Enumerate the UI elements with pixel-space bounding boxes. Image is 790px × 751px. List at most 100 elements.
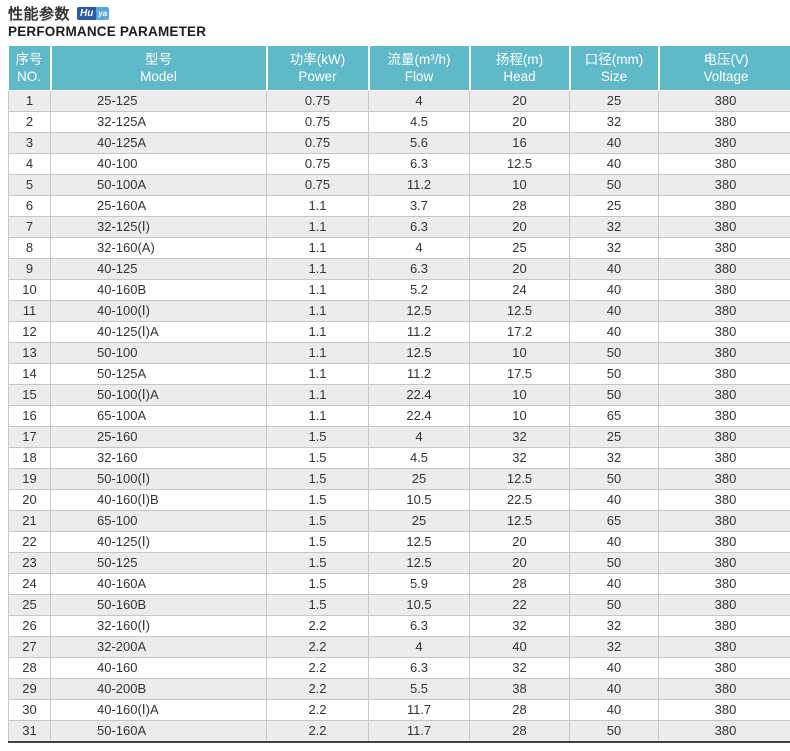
cell-flow: 11.2 [369,175,470,196]
cell-size: 40 [570,574,659,595]
cell-no: 11 [9,301,51,322]
cell-model: 32-160 [51,448,267,469]
cell-no: 4 [9,154,51,175]
cell-power: 1.1 [267,280,369,301]
cell-size: 25 [570,196,659,217]
cell-size: 50 [570,553,659,574]
cell-power: 1.1 [267,406,369,427]
cell-head: 32 [470,427,570,448]
cell-flow: 10.5 [369,490,470,511]
cell-head: 32 [470,658,570,679]
cell-head: 28 [470,574,570,595]
cell-flow: 12.5 [369,343,470,364]
cell-power: 0.75 [267,112,369,133]
cell-model: 40-100 [51,154,267,175]
cell-head: 20 [470,217,570,238]
cell-size: 40 [570,700,659,721]
page-title-en: PERFORMANCE PARAMETER [8,24,782,39]
cell-flow: 4 [369,238,470,259]
cell-voltage: 380 [659,364,790,385]
cell-no: 21 [9,511,51,532]
column-header-power: 功率(kW)Power [267,46,369,91]
cell-no: 29 [9,679,51,700]
cell-size: 50 [570,469,659,490]
cell-flow: 6.3 [369,217,470,238]
cell-no: 31 [9,721,51,743]
cell-voltage: 380 [659,658,790,679]
cell-no: 17 [9,427,51,448]
cell-voltage: 380 [659,637,790,658]
cell-flow: 11.7 [369,700,470,721]
cell-size: 40 [570,532,659,553]
cell-no: 13 [9,343,51,364]
cell-voltage: 380 [659,469,790,490]
cell-voltage: 380 [659,280,790,301]
cell-flow: 6.3 [369,616,470,637]
cell-model: 25-160 [51,427,267,448]
cell-size: 25 [570,427,659,448]
cell-head: 25 [470,238,570,259]
cell-head: 20 [470,532,570,553]
cell-no: 2 [9,112,51,133]
cell-no: 5 [9,175,51,196]
cell-head: 22 [470,595,570,616]
cell-power: 2.2 [267,658,369,679]
cell-voltage: 380 [659,259,790,280]
cell-head: 17.2 [470,322,570,343]
cell-size: 25 [570,91,659,112]
cell-power: 1.1 [267,343,369,364]
cell-size: 32 [570,238,659,259]
cell-flow: 12.5 [369,553,470,574]
cell-no: 6 [9,196,51,217]
cell-size: 32 [570,112,659,133]
cell-model: 25-125 [51,91,267,112]
cell-model: 50-100 [51,343,267,364]
cell-no: 12 [9,322,51,343]
cell-power: 1.5 [267,574,369,595]
cell-head: 17.5 [470,364,570,385]
cell-size: 50 [570,385,659,406]
cell-no: 14 [9,364,51,385]
cell-flow: 22.4 [369,385,470,406]
cell-voltage: 380 [659,385,790,406]
column-header-no-zh: 序号 [9,51,50,68]
cell-model: 40-160B [51,280,267,301]
column-header-no-en: NO. [9,68,50,85]
brand-logo-part2: ya [96,7,109,20]
cell-no: 18 [9,448,51,469]
cell-model: 32-125(Ⅰ) [51,217,267,238]
cell-flow: 3.7 [369,196,470,217]
cell-no: 7 [9,217,51,238]
cell-model: 40-125(Ⅰ) [51,532,267,553]
cell-voltage: 380 [659,532,790,553]
cell-model: 50-160B [51,595,267,616]
cell-voltage: 380 [659,133,790,154]
cell-voltage: 380 [659,511,790,532]
cell-size: 50 [570,595,659,616]
cell-flow: 4 [369,427,470,448]
cell-model: 40-125A [51,133,267,154]
cell-size: 40 [570,280,659,301]
cell-head: 10 [470,385,570,406]
cell-no: 26 [9,616,51,637]
cell-model: 50-100A [51,175,267,196]
cell-head: 38 [470,679,570,700]
cell-no: 30 [9,700,51,721]
cell-no: 27 [9,637,51,658]
cell-voltage: 380 [659,595,790,616]
cell-no: 25 [9,595,51,616]
cell-model: 50-125A [51,364,267,385]
cell-power: 1.5 [267,511,369,532]
